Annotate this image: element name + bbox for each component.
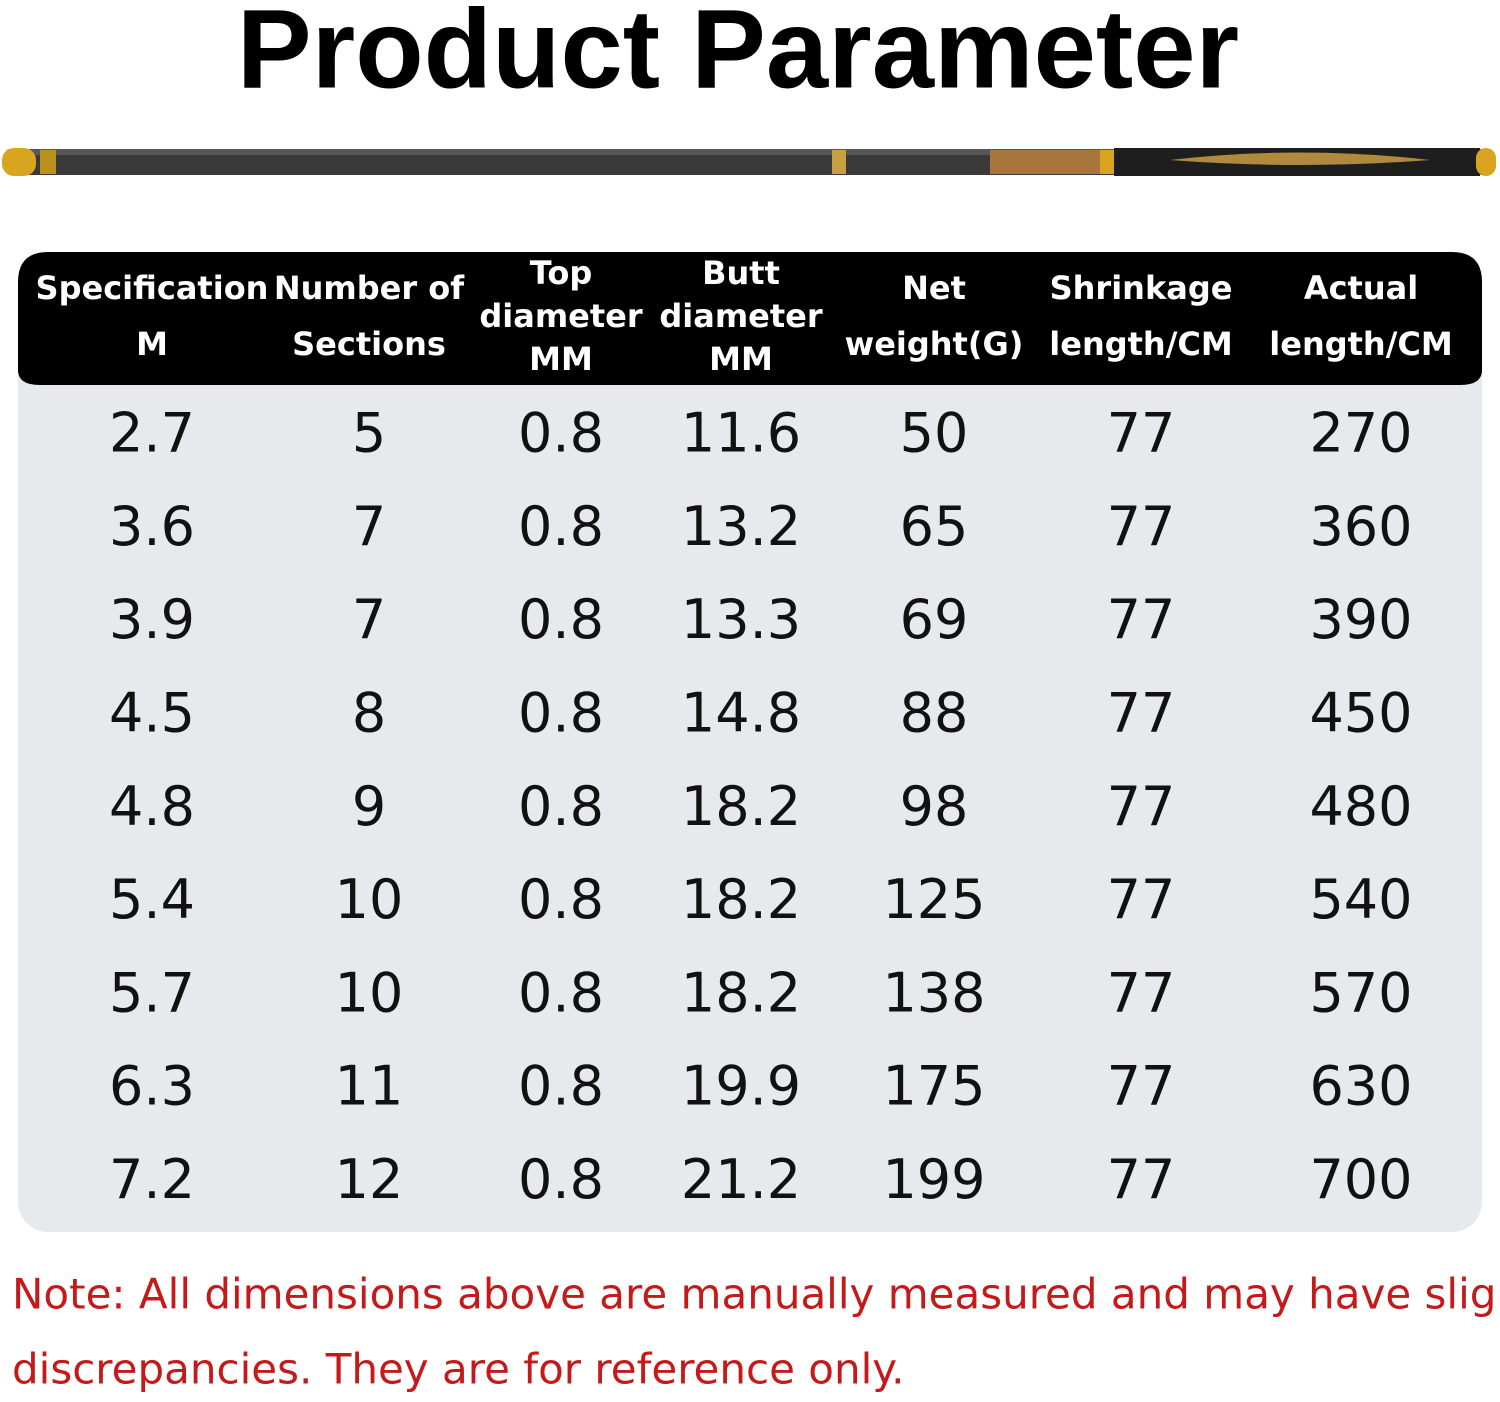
table-cell: 77 — [1107, 961, 1176, 1024]
table-cell: 18.2 — [681, 961, 801, 1024]
table-cell: 7 — [352, 495, 386, 558]
table-cell: 0.8 — [518, 961, 604, 1024]
table-cell: 138 — [882, 961, 985, 1024]
table-cell: 4.5 — [109, 682, 195, 745]
table-cell: 125 — [882, 868, 985, 931]
note: Note: All dimensions above are manually … — [12, 1270, 1500, 1394]
table-cell: 10 — [335, 868, 404, 931]
table-cell: 3.6 — [109, 495, 195, 558]
table-cell: 65 — [900, 495, 969, 558]
table-cell: 2.7 — [109, 402, 195, 465]
table-cell: 5 — [352, 402, 386, 465]
table-cell: 19.9 — [681, 1055, 801, 1118]
header-cell: M — [136, 325, 168, 363]
table-cell: 4.8 — [109, 775, 195, 838]
table-cell: 390 — [1309, 588, 1412, 651]
table-cell: 360 — [1309, 495, 1412, 558]
note-line: Note: All dimensions above are manually … — [12, 1270, 1500, 1319]
table-cell: 0.8 — [518, 1055, 604, 1118]
table-cell: 0.8 — [518, 402, 604, 465]
header-cell: diameter — [659, 297, 823, 335]
table-cell: 11.6 — [681, 402, 801, 465]
table-cell: 77 — [1107, 588, 1176, 651]
table-cell: 77 — [1107, 402, 1176, 465]
table-cell: 480 — [1309, 775, 1412, 838]
table-cell: 10 — [335, 961, 404, 1024]
table-cell: 7 — [352, 588, 386, 651]
header-cell: Number of — [274, 269, 465, 307]
page-title: Product Parameter — [237, 0, 1239, 112]
table-cell: 21.2 — [681, 1148, 801, 1211]
table-cell: 0.8 — [518, 682, 604, 745]
table-cell: 77 — [1107, 1148, 1176, 1211]
header-cell: MM — [529, 340, 593, 378]
header-cell: length/CM — [1269, 325, 1452, 363]
header-cell: Net — [902, 269, 966, 307]
table-cell: 570 — [1309, 961, 1412, 1024]
table-cell: 77 — [1107, 775, 1176, 838]
table-cell: 0.8 — [518, 1148, 604, 1211]
table-cell: 8 — [352, 682, 386, 745]
header-cell: length/CM — [1049, 325, 1232, 363]
header-cell: Actual — [1304, 269, 1418, 307]
table-cell: 77 — [1107, 868, 1176, 931]
table-cell: 18.2 — [681, 868, 801, 931]
table-cell: 13.3 — [681, 588, 801, 651]
note-line: discrepancies. They are for reference on… — [12, 1345, 904, 1394]
table-cell: 50 — [900, 402, 969, 465]
table-cell: 77 — [1107, 1055, 1176, 1118]
table-cell: 77 — [1107, 682, 1176, 745]
table-cell: 0.8 — [518, 775, 604, 838]
header-cell: Specification — [36, 269, 269, 307]
table-background — [18, 252, 1482, 1232]
table-cell: 199 — [882, 1148, 985, 1211]
table-cell: 6.3 — [109, 1055, 195, 1118]
header-cell: Sections — [292, 325, 446, 363]
table-cell: 540 — [1309, 868, 1412, 931]
table-cell: 0.8 — [518, 588, 604, 651]
table-cell: 450 — [1309, 682, 1412, 745]
fishing-rod — [2, 148, 1496, 176]
table-cell: 11 — [335, 1055, 404, 1118]
table-header-bar — [18, 252, 1482, 385]
table: Specification M Number of Sections Top diamet… — [36, 254, 1453, 1211]
table-cell: 5.4 — [109, 868, 195, 931]
header-cell: Top — [530, 254, 592, 292]
table-cell: 18.2 — [681, 775, 801, 838]
table-cell: 88 — [900, 682, 969, 745]
table-cell: 7.2 — [109, 1148, 195, 1211]
table-cell: 98 — [900, 775, 969, 838]
header-cell: weight(G) — [845, 325, 1024, 363]
table-cell: 12 — [335, 1148, 404, 1211]
table-cell: 69 — [900, 588, 969, 651]
table-cell: 77 — [1107, 495, 1176, 558]
table-cell: 13.2 — [681, 495, 801, 558]
table-cell: 0.8 — [518, 495, 604, 558]
table-cell: 0.8 — [518, 868, 604, 931]
table-cell: 630 — [1309, 1055, 1412, 1118]
header-cell: Shrinkage — [1050, 269, 1233, 307]
table-cell: 14.8 — [681, 682, 801, 745]
table-cell: 5.7 — [109, 961, 195, 1024]
table-cell: 3.9 — [109, 588, 195, 651]
table-cell: 700 — [1309, 1148, 1412, 1211]
table-cell: 270 — [1309, 402, 1412, 465]
header-cell: Butt — [702, 254, 780, 292]
header-cell: diameter — [479, 297, 643, 335]
table-cell: 9 — [352, 775, 386, 838]
table-cell: 175 — [882, 1055, 985, 1118]
header-cell: MM — [709, 340, 773, 378]
